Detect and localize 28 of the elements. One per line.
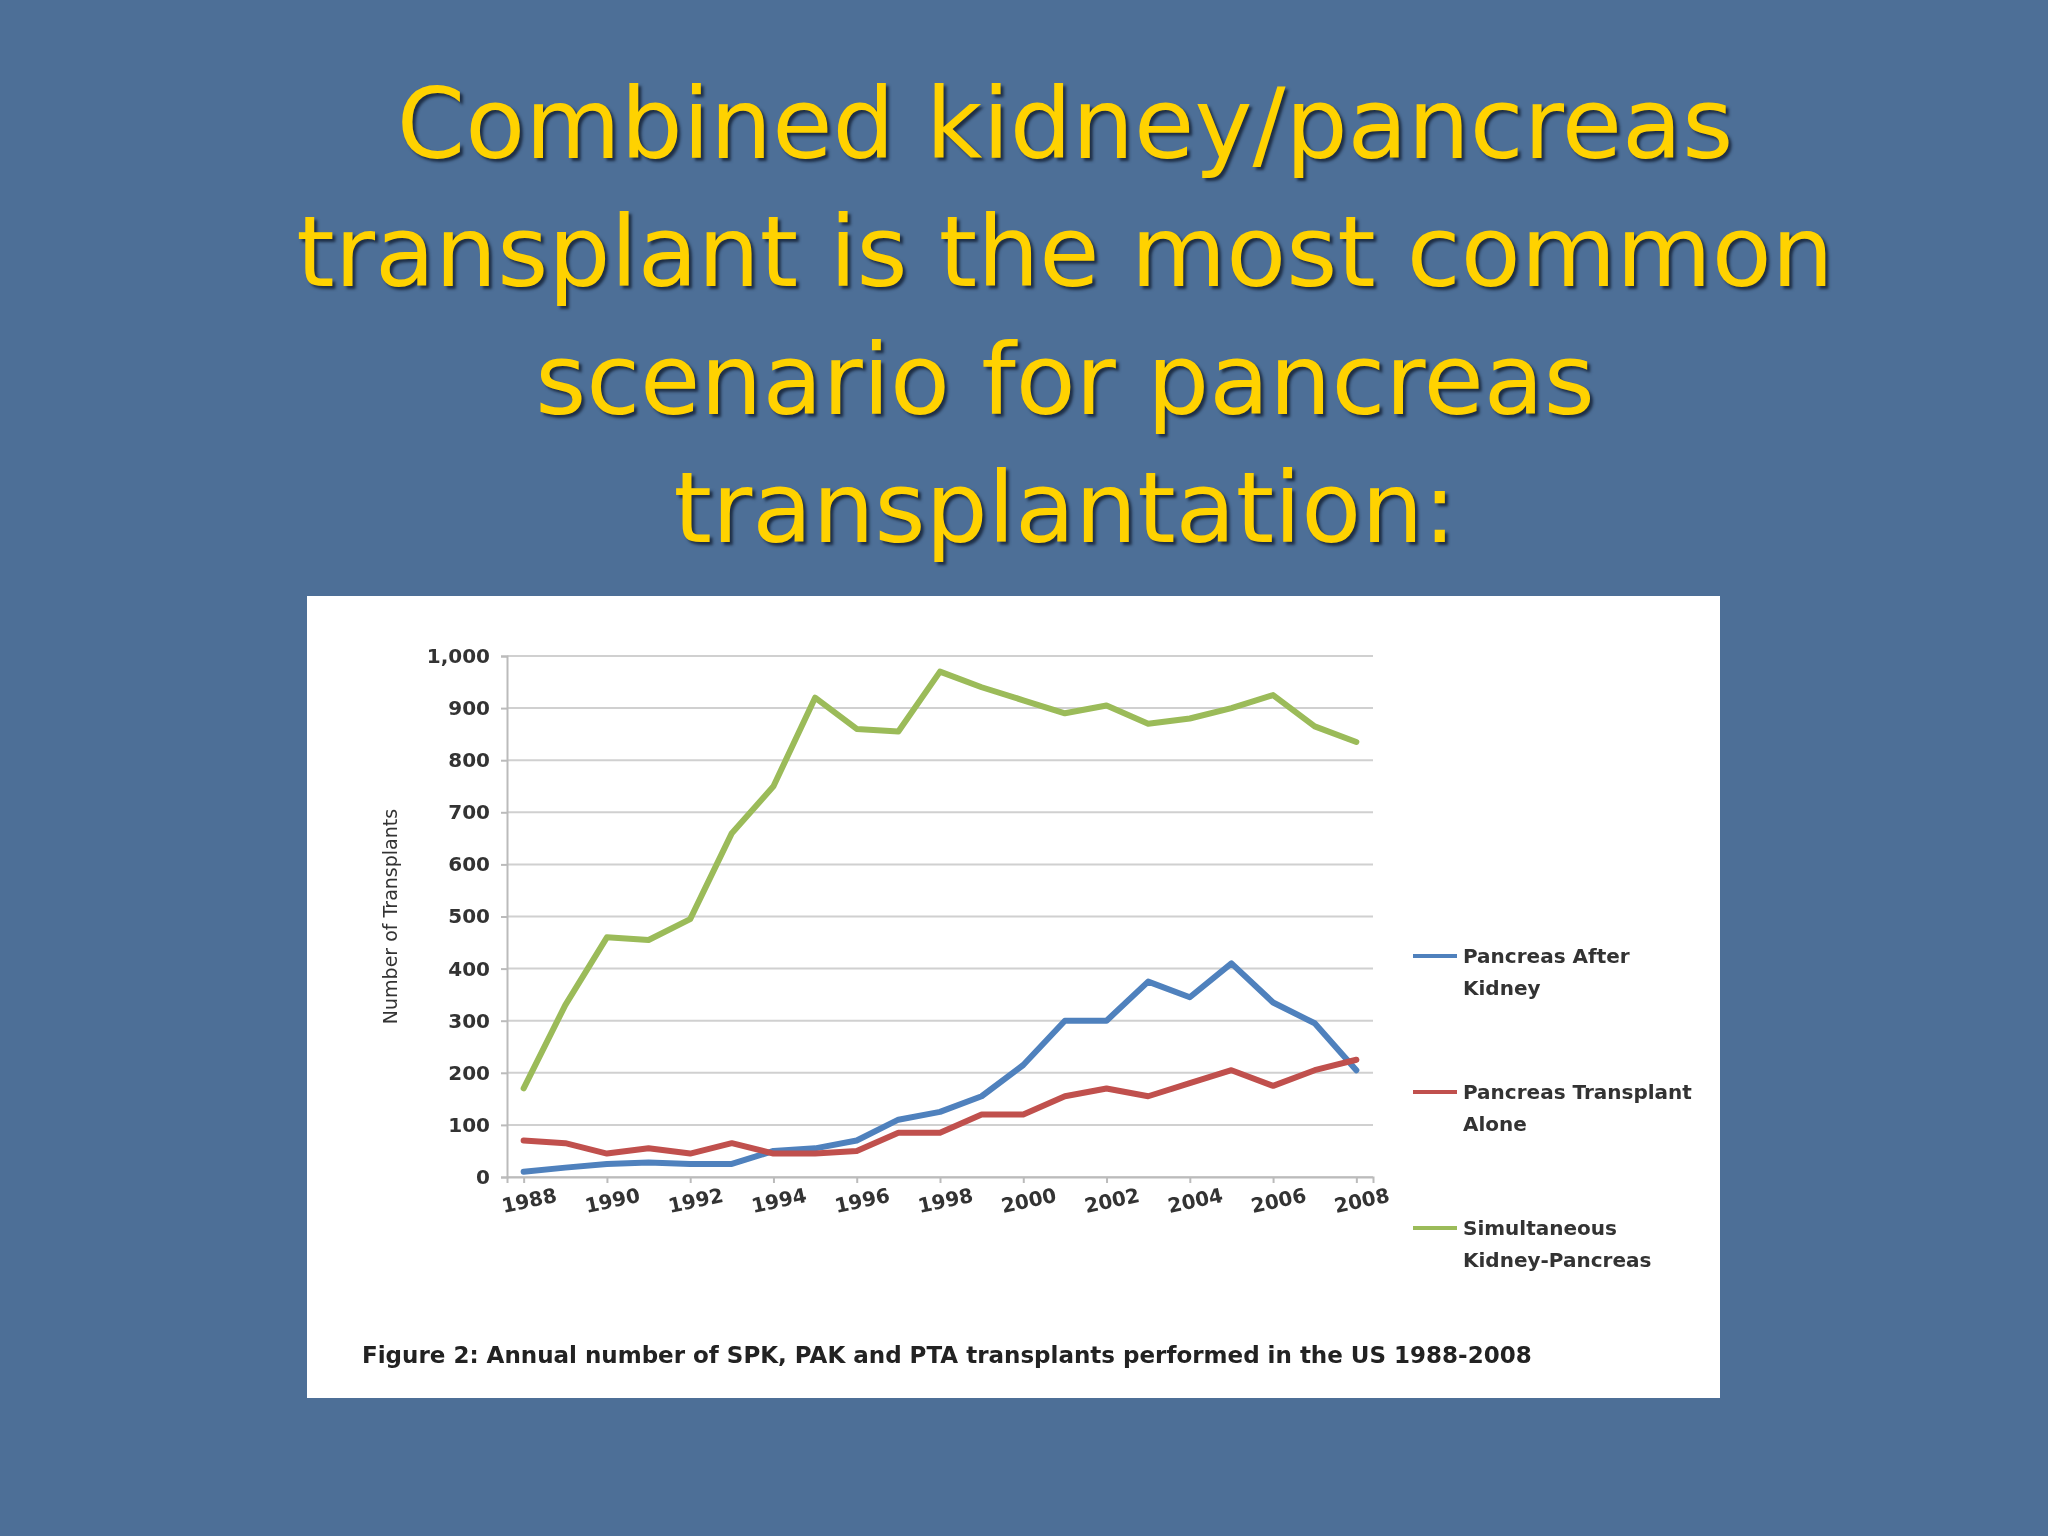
x-tick-label: 1996 <box>832 1182 892 1218</box>
y-tick-label: 900 <box>448 696 490 720</box>
legend-label: Pancreas After Kidney <box>1463 944 1630 1000</box>
x-tick-label: 2000 <box>999 1182 1059 1218</box>
x-tick-label: 1992 <box>665 1182 726 1218</box>
x-tick-label: 2004 <box>1165 1182 1226 1218</box>
y-tick-label: 400 <box>448 956 490 981</box>
y-tick-label: 300 <box>448 1008 490 1033</box>
x-tick-label: 1998 <box>915 1182 976 1218</box>
y-tick-label: 200 <box>448 1060 490 1085</box>
x-tick-label: 1990 <box>582 1182 643 1218</box>
y-tick-label: 100 <box>448 1112 490 1137</box>
y-tick-label: 700 <box>448 800 490 825</box>
legend-label: Simultaneous Kidney-Pancreas <box>1463 1216 1652 1272</box>
caption: Figure 2: Annual number of SPK, PAK and PTA transplants performed in the US 1988-2008 <box>362 1342 1532 1368</box>
x-tick-label: 1994 <box>749 1182 809 1218</box>
y-tick-label: 600 <box>448 852 490 877</box>
y-tick-label: 500 <box>448 904 490 929</box>
y-tick-label: 0 <box>476 1164 490 1189</box>
x-tick-label: 2006 <box>1248 1182 1309 1218</box>
legend-label: Pancreas Transplant Alone <box>1463 1080 1693 1136</box>
x-tick-label: 1988 <box>499 1182 559 1218</box>
y-tick-label: 1,000 <box>426 643 490 668</box>
y-tick-label: 800 <box>448 748 490 773</box>
x-tick-label: 2008 <box>1332 1182 1392 1218</box>
y-axis-title: Number of Transplants <box>379 808 401 1025</box>
x-tick-label: 2002 <box>1082 1182 1142 1218</box>
chart-title: Combined kidney/pancreas transplant is the most common scenario for pancreas transplantation: <box>295 66 1835 567</box>
